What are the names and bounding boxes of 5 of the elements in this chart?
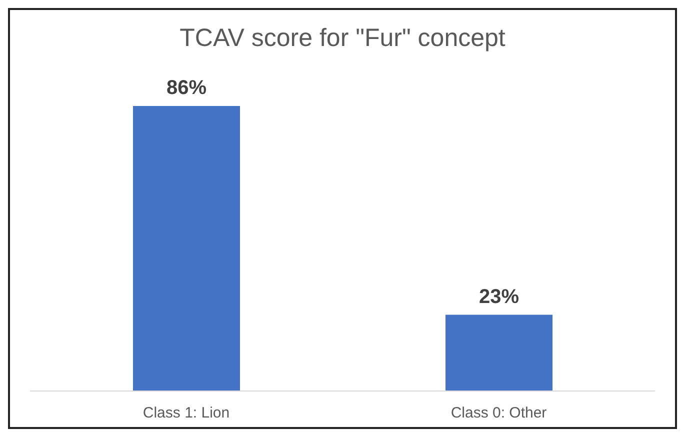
data-label: 23% [478,286,520,308]
data-label: 86% [166,77,207,99]
chart-title: TCAV score for "Fur" concept [178,23,506,54]
x-tick-label: Class 1: Lion [142,404,230,422]
x-tick-label: Class 0: Other [450,404,547,422]
